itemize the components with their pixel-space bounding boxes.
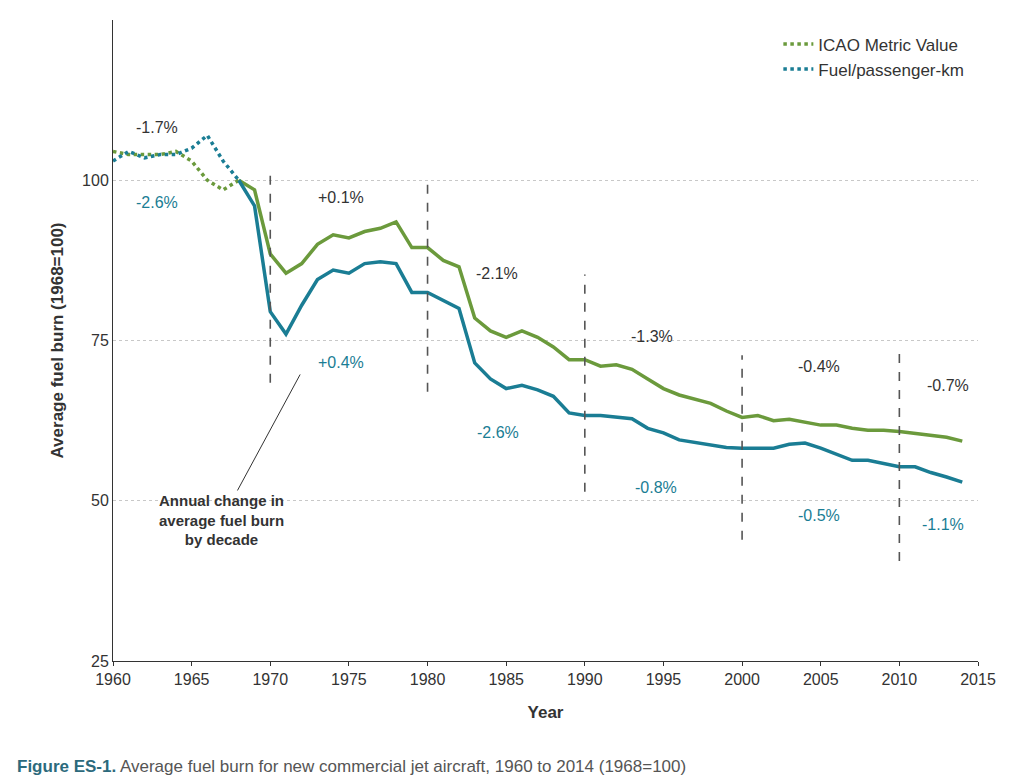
svg-text:Year: Year [528,703,564,722]
svg-text:Annual change inaverage fuel b: Annual change inaverage fuel burnby deca… [159,492,284,548]
svg-text:ICAO Metric Value: ICAO Metric Value [818,36,958,55]
svg-text:-2.1%: -2.1% [476,265,518,282]
svg-text:-2.6%: -2.6% [136,194,178,211]
svg-text:+0.4%: +0.4% [318,354,364,371]
svg-text:-1.3%: -1.3% [631,328,673,345]
svg-text:+0.1%: +0.1% [318,189,364,206]
svg-text:1970: 1970 [252,671,288,688]
svg-text:1985: 1985 [488,671,524,688]
svg-text:-0.7%: -0.7% [927,377,969,394]
svg-text:75: 75 [91,332,109,349]
svg-text:-0.4%: -0.4% [798,358,840,375]
svg-text:Figure ES-1. Average fuel burn: Figure ES-1. Average fuel burn for new c… [17,757,686,776]
svg-text:-1.7%: -1.7% [136,119,178,136]
svg-text:2000: 2000 [724,671,760,688]
svg-text:2015: 2015 [960,671,996,688]
svg-text:25: 25 [91,653,109,670]
svg-text:Average fuel burn (1968=100): Average fuel burn (1968=100) [48,222,67,458]
svg-text:2005: 2005 [803,671,839,688]
svg-text:2010: 2010 [882,671,918,688]
svg-text:1965: 1965 [174,671,210,688]
svg-text:100: 100 [82,172,109,189]
svg-text:1975: 1975 [331,671,367,688]
svg-text:50: 50 [91,492,109,509]
svg-text:Fuel/passenger-km: Fuel/passenger-km [818,61,964,80]
svg-text:-2.6%: -2.6% [477,424,519,441]
svg-text:1960: 1960 [95,671,131,688]
svg-text:-0.8%: -0.8% [635,479,677,496]
svg-text:1990: 1990 [567,671,603,688]
svg-text:1995: 1995 [646,671,682,688]
svg-text:1980: 1980 [410,671,446,688]
svg-text:-0.5%: -0.5% [798,507,840,524]
svg-text:-1.1%: -1.1% [922,516,964,533]
